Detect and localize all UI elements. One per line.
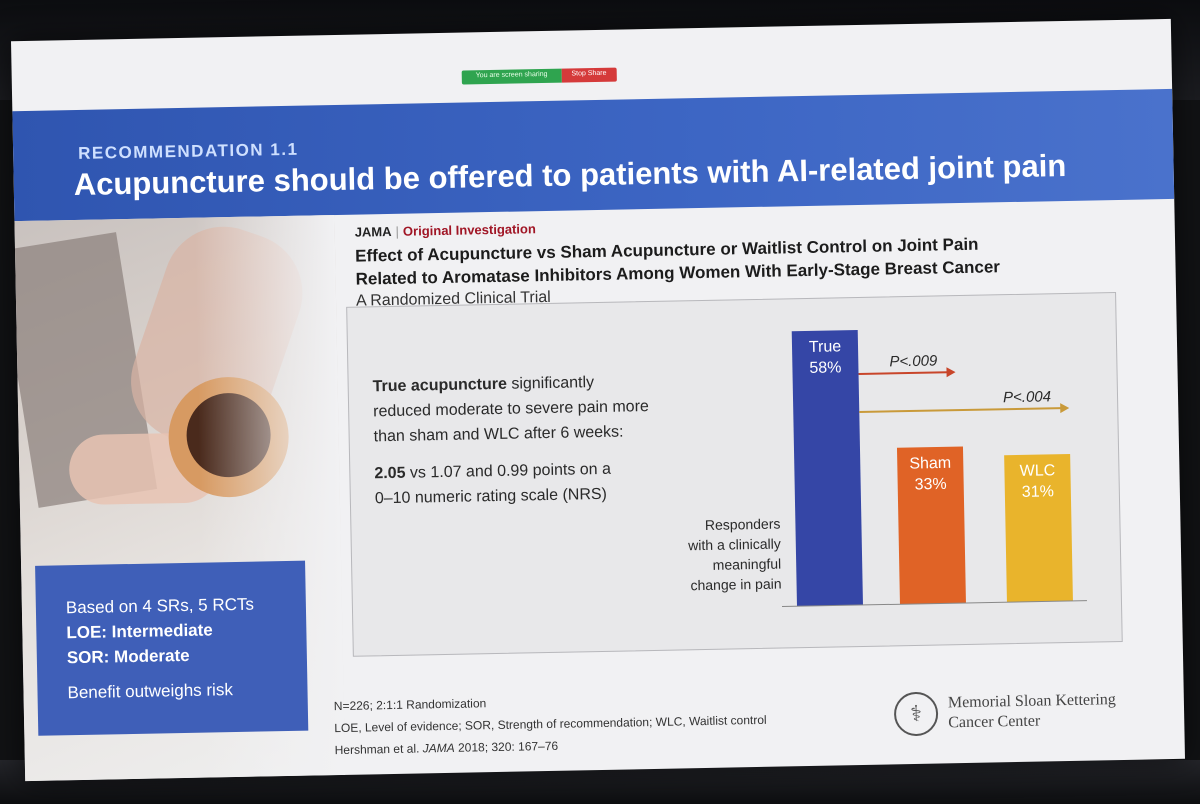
y-axis-label-line: with a clinically [687, 536, 781, 554]
finding-stat-line2: 0–10 numeric rating scale (NRS) [374, 485, 608, 508]
bar-category-label: WLC [1020, 462, 1056, 480]
responder-bar-chart: True 58% Sham 33% WLC 31% Responders with a cli… [687, 330, 1087, 608]
journal-name: JAMA [354, 223, 392, 240]
finding-text: True acupuncture significantly reduced m… [372, 369, 650, 511]
finding-line1-rest: significantly [506, 374, 595, 393]
bar-value-label: 58% [809, 359, 841, 377]
comparison-arrow-line [859, 407, 1062, 413]
p-value-label: P<.004 [1003, 388, 1051, 406]
mskcc-seal-icon: ⚕ [893, 691, 939, 737]
mskcc-logo: ⚕ Memorial Sloan Kettering Cancer Center [893, 688, 1117, 737]
y-axis-label-line: Responders [705, 516, 781, 533]
journal-header: JAMA | Original Investigation [355, 221, 536, 239]
evidence-box: Based on 4 SRs, 5 RCTs LOE: Intermediate… [35, 560, 309, 736]
mskcc-wordmark: Memorial Sloan Kettering Cancer Center [948, 690, 1117, 733]
bar-sham [896, 446, 966, 605]
y-axis-label-line: change in pain [690, 576, 781, 594]
citation-authors: Hershman et al. [334, 741, 423, 758]
p-value-label: P<.009 [889, 352, 938, 370]
finding-line3: than sham and WLC after 6 weeks: [373, 423, 624, 446]
stop-share-button[interactable]: Stop Share [561, 67, 617, 83]
citation-details: 2018; 320: 167–76 [454, 738, 559, 755]
finding-bold-lead: True acupuncture [372, 375, 508, 396]
bar-true [791, 330, 863, 607]
bar-wlc [1004, 453, 1073, 603]
strength-of-recommendation: SOR: Moderate [66, 645, 190, 668]
recommendation-label: RECOMMENDATION 1.1 [77, 139, 299, 163]
projected-slide: You are screen sharing Stop Share RECOMM… [11, 18, 1185, 782]
article-title: Effect of Acupuncture vs Sham Acupunctur… [355, 232, 1000, 290]
x-axis-baseline [781, 600, 1087, 608]
bar-value-label: 31% [1022, 483, 1054, 501]
mskcc-name-line2: Cancer Center [948, 712, 1041, 732]
comparison-arrow-line [858, 371, 948, 375]
comparison-arrow-head [946, 367, 956, 378]
mskcc-name-line1: Memorial Sloan Kettering [947, 691, 1116, 712]
y-axis-label-line: meaningful [713, 556, 782, 573]
bar-category-label: True [809, 338, 842, 356]
footnotes: N=226; 2:1:1 Randomization LOE, Level of… [334, 687, 768, 761]
citation-journal: JAMA [422, 740, 455, 756]
screen-sharing-indicator: You are screen sharing [461, 68, 562, 85]
finding-stat-bold: 2.05 [374, 464, 406, 483]
comparison-arrow-head [1060, 403, 1070, 414]
screen-share-bar: You are screen sharing Stop Share [461, 67, 617, 85]
bar-category-label: Sham [909, 455, 951, 473]
finding-stat-rest: vs 1.07 and 0.99 points on a [405, 460, 612, 482]
bar-value-label: 33% [915, 476, 947, 494]
journal-section: Original Investigation [402, 221, 536, 239]
journal-separator: | [395, 223, 400, 239]
benefit-statement: Benefit outweighs risk [67, 680, 234, 703]
